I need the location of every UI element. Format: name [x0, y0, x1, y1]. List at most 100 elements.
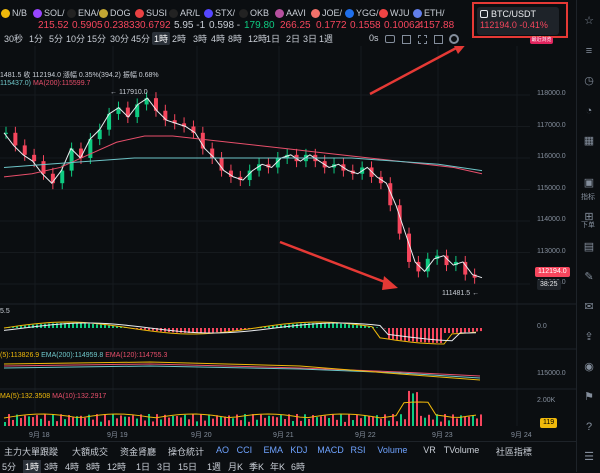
- ema-axis: 115000.0: [537, 370, 566, 377]
- indicator-tab[interactable]: VR: [423, 445, 436, 455]
- current-price-tag: 112194.0: [535, 267, 570, 277]
- interval-tab[interactable]: 30分: [110, 32, 129, 45]
- date-label: 9月 22: [355, 430, 376, 440]
- indicator-tab[interactable]: RSI: [351, 445, 366, 455]
- volume-bar: [292, 421, 294, 426]
- alert-icon[interactable]: ◔: [582, 104, 596, 118]
- interval-tab[interactable]: 1週: [207, 460, 221, 473]
- date-label: 9月 21: [273, 430, 294, 440]
- interval-tab[interactable]: 10分: [66, 32, 85, 45]
- interval-tab[interactable]: 1日: [266, 32, 280, 45]
- calendar-icon[interactable]: ▦: [582, 134, 596, 148]
- order-icon[interactable]: ▤: [582, 240, 596, 254]
- volume-bar: [4, 422, 6, 426]
- price-axis-label: 117000.0: [537, 122, 566, 129]
- user-icon[interactable]: ◉: [582, 360, 596, 374]
- volume-bar: [192, 414, 194, 426]
- volume-bar: [248, 422, 250, 426]
- candles: [4, 92, 477, 284]
- interval-tab[interactable]: 月K: [228, 460, 243, 473]
- indicator-tab[interactable]: CCI: [237, 445, 253, 455]
- volume-bar: [168, 418, 170, 426]
- interval-tab[interactable]: 1時: [152, 32, 170, 45]
- volume-bar: [52, 414, 54, 426]
- interval-tab[interactable]: 3日: [303, 32, 317, 45]
- ticker-symbol: SUSI: [146, 8, 167, 18]
- macd-bar: [112, 326, 114, 328]
- volume-bar: [84, 418, 86, 426]
- message-icon[interactable]: ✉: [582, 300, 596, 314]
- indicator-tab[interactable]: KDJ: [290, 445, 307, 455]
- interval-tab[interactable]: 年K: [270, 460, 285, 473]
- macd-bar: [376, 327, 378, 328]
- indicator-tab[interactable]: AO: [216, 445, 229, 455]
- volume-bar: [24, 416, 26, 426]
- indicator-tab[interactable]: MACD: [317, 445, 344, 455]
- interval-tab[interactable]: 8時: [86, 460, 100, 473]
- volume-bar: [344, 422, 346, 426]
- camera-icon[interactable]: [385, 35, 395, 43]
- interval-tab[interactable]: 1分: [29, 32, 43, 45]
- volume-bar: [132, 415, 134, 426]
- interval-tab[interactable]: 1日: [136, 460, 150, 473]
- reset-button[interactable]: 0s: [369, 33, 379, 43]
- high-label: ← 117910.0: [110, 89, 148, 96]
- star-icon[interactable]: ☆: [582, 14, 596, 28]
- interval-tab[interactable]: 3日: [157, 460, 171, 473]
- date-label: 9月 24: [511, 430, 532, 440]
- interval-tab[interactable]: 5分: [49, 32, 63, 45]
- interval-tab[interactable]: 5分: [2, 460, 16, 473]
- pen-icon[interactable]: ✎: [582, 270, 596, 284]
- interval-tab[interactable]: 4時: [65, 460, 79, 473]
- share-icon[interactable]: ⇪: [582, 330, 596, 344]
- indicator-icon[interactable]: ▣: [582, 176, 596, 190]
- interval-tab[interactable]: 3時: [193, 32, 207, 45]
- btc-price: 112194.0 -0.41%: [480, 20, 548, 30]
- interval-tab[interactable]: 1時: [23, 460, 41, 473]
- volume-bar: [204, 421, 206, 426]
- interval-tab[interactable]: 3時: [44, 460, 58, 473]
- volume-bar: [440, 422, 442, 426]
- list-icon[interactable]: ≡: [582, 44, 596, 58]
- ticker-symbol: STX/: [215, 8, 235, 18]
- interval-tab[interactable]: 2時: [172, 32, 186, 45]
- menu-icon[interactable]: ☰: [582, 450, 596, 464]
- macd-bar: [428, 328, 430, 343]
- interval-tab[interactable]: 8時: [228, 32, 242, 45]
- interval-tab[interactable]: 45分: [131, 32, 150, 45]
- interval-tab[interactable]: 1週: [319, 32, 333, 45]
- layout-icon[interactable]: [434, 35, 443, 44]
- interval-tab[interactable]: 30秒: [4, 32, 23, 45]
- indicator-tab[interactable]: EMA: [264, 445, 284, 455]
- chart-canvas[interactable]: [0, 46, 576, 441]
- volume-bar: [8, 414, 10, 426]
- coin-icon: [1, 9, 10, 18]
- interval-tab[interactable]: 季K: [249, 460, 264, 473]
- clock-icon[interactable]: ◷: [582, 74, 596, 88]
- interval-tab[interactable]: 6時: [291, 460, 305, 473]
- volume-bar: [156, 414, 158, 426]
- interval-tab[interactable]: 4時: [211, 32, 225, 45]
- notice-icon[interactable]: ⚑: [582, 390, 596, 404]
- coin-icon: [33, 9, 42, 18]
- volume-bar: [476, 418, 478, 426]
- interval-tab[interactable]: 15日: [178, 460, 197, 473]
- settings-icon[interactable]: [449, 34, 459, 44]
- interval-tab[interactable]: 12時: [248, 32, 267, 45]
- volume-bar: [456, 418, 458, 426]
- indicator-tab[interactable]: TVolume: [444, 445, 480, 455]
- coin-icon: [275, 9, 284, 18]
- macd-bar: [48, 324, 50, 328]
- grid-icon[interactable]: [402, 35, 411, 44]
- volume-bar: [308, 419, 310, 426]
- indicator-tab[interactable]: Volume: [377, 445, 407, 455]
- interval-tab[interactable]: 12時: [107, 460, 126, 473]
- volume-bar: [124, 417, 126, 426]
- macd-bar: [420, 328, 422, 342]
- help-icon[interactable]: ?: [582, 420, 596, 434]
- coin-icon: [169, 9, 178, 18]
- interval-tab[interactable]: 15分: [87, 32, 106, 45]
- interval-tab[interactable]: 2日: [286, 32, 300, 45]
- fullscreen-icon[interactable]: [418, 35, 427, 44]
